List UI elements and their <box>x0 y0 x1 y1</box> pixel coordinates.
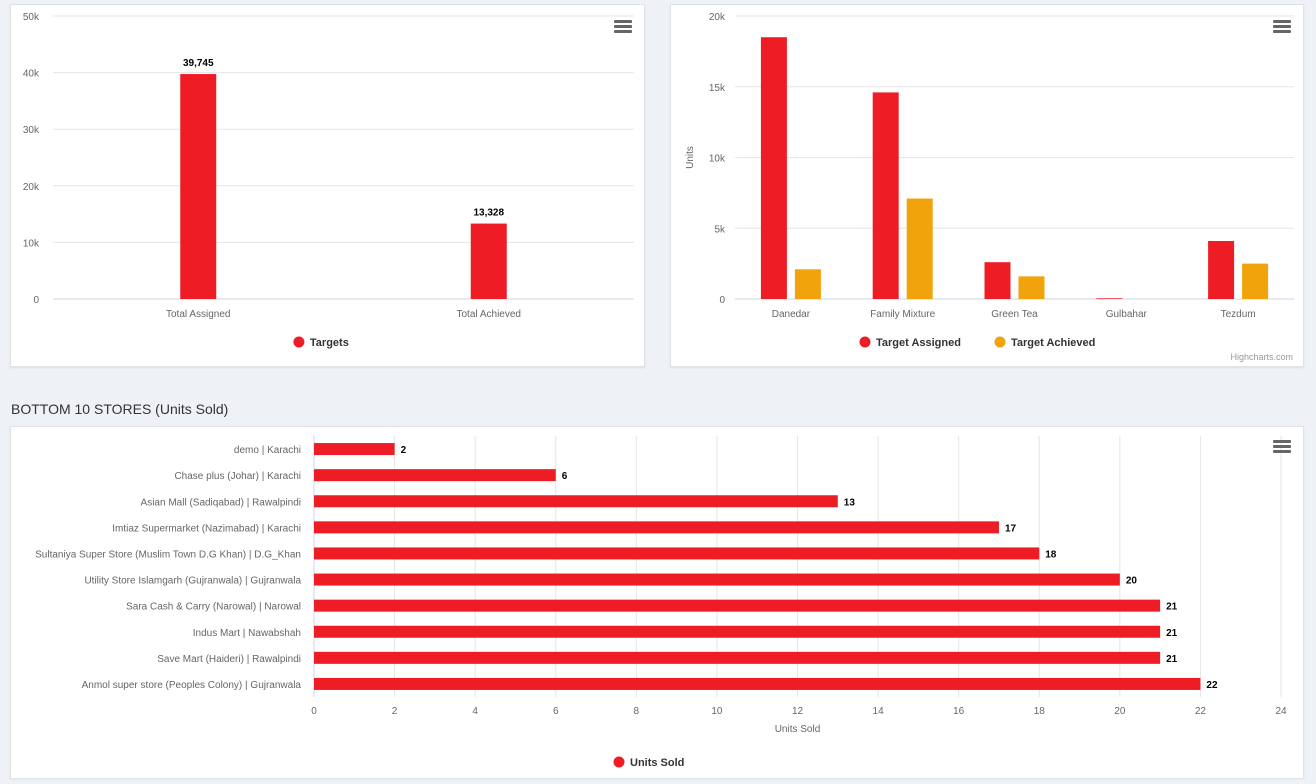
store-label: Indus Mart | Nawabshah <box>193 628 301 639</box>
y-tick-label: 0 <box>719 295 725 306</box>
legend-label: Targets <box>310 337 349 349</box>
x-tick-label: 8 <box>634 706 640 717</box>
bar-target-achieved <box>1018 276 1045 299</box>
bar-total-assigned <box>180 74 217 299</box>
x-tick-label: 4 <box>472 706 478 717</box>
store-label: Sultaniya Super Store (Muslim Town D.G K… <box>35 549 301 560</box>
y-tick-label: 10k <box>23 238 40 249</box>
store-bar <box>314 469 556 482</box>
bar-target-assigned <box>984 262 1011 299</box>
store-bar <box>314 625 1161 638</box>
bar-target-assigned <box>1096 298 1123 299</box>
x-tick-label: Total Achieved <box>457 309 522 320</box>
x-tick-label: Family Mixture <box>870 309 935 320</box>
y-tick-label: 20k <box>23 182 40 193</box>
bar-target-achieved <box>794 269 821 299</box>
x-tick-label: 2 <box>392 706 398 717</box>
legend-marker <box>859 336 871 348</box>
bottom-stores-chart-panel: 0 2 4 6 8 10 12 14 16 18 20 22 24 Units Sold 2 demo | K… <box>10 426 1304 778</box>
x-tick-label: 16 <box>953 706 965 717</box>
x-tick-label: Total Assigned <box>166 309 231 320</box>
y-axis-title: Units <box>685 146 696 169</box>
bar-target-assigned <box>872 92 899 299</box>
x-axis-title: Units Sold <box>775 724 821 735</box>
legend-label: Units Sold <box>630 757 684 769</box>
y-tick-label: 10k <box>709 154 726 165</box>
store-label: Utility Store Islamgarh (Gujranwala) | G… <box>84 576 301 587</box>
bar-target-achieved <box>906 198 933 299</box>
data-label: 13 <box>844 497 856 508</box>
x-tick-label: 14 <box>873 706 885 717</box>
x-tick-label: 12 <box>792 706 804 717</box>
store-bar <box>314 547 1040 560</box>
data-label: 22 <box>1206 680 1218 691</box>
data-label: 21 <box>1166 654 1178 665</box>
data-label: 21 <box>1166 628 1178 639</box>
hamburger-menu-icon[interactable] <box>614 20 632 34</box>
legend-label: Target Assigned <box>876 337 961 349</box>
y-tick-label: 30k <box>23 125 40 136</box>
x-tick-label: 10 <box>711 706 723 717</box>
legend-marker <box>613 756 625 768</box>
store-bar <box>314 651 1161 664</box>
y-tick-label: 20k <box>709 12 726 23</box>
x-tick-label: 6 <box>553 706 559 717</box>
x-tick-label: Gulbahar <box>1106 309 1148 320</box>
y-tick-label: 50k <box>23 12 40 23</box>
store-bar <box>314 677 1201 690</box>
hamburger-menu-icon[interactable] <box>1273 20 1291 34</box>
bar-target-achieved <box>1242 263 1269 299</box>
x-tick-label: Danedar <box>772 309 811 320</box>
store-label: Sara Cash & Carry (Narowal) | Narowal <box>126 602 301 613</box>
store-label: Anmol super store (Peoples Colony) | Guj… <box>82 680 302 691</box>
data-label: 20 <box>1126 576 1138 587</box>
products-chart-panel: 0 5k 10k 15k 20k Units Danedar Family Mixture Gr… <box>670 4 1304 367</box>
bar-target-assigned <box>760 37 787 299</box>
bar-total-achieved <box>470 223 507 299</box>
store-label: Chase plus (Johar) | Karachi <box>174 471 301 482</box>
data-label: 39,745 <box>183 58 214 69</box>
legend-marker <box>994 336 1006 348</box>
x-tick-label: 18 <box>1034 706 1046 717</box>
section-title: BOTTOM 10 STORES (Units Sold) <box>11 401 229 417</box>
data-label: 21 <box>1166 602 1178 613</box>
data-label: 6 <box>562 471 568 482</box>
store-bar <box>314 521 999 534</box>
store-label: Save Mart (Haideri) | Rawalpindi <box>157 654 301 665</box>
x-tick-label: 20 <box>1114 706 1126 717</box>
y-tick-label: 15k <box>709 83 726 94</box>
hamburger-menu-icon[interactable] <box>1273 440 1291 454</box>
data-label: 18 <box>1045 549 1057 560</box>
x-tick-label: 0 <box>311 706 317 717</box>
y-tick-label: 5k <box>714 224 726 235</box>
store-label: Asian Mall (Sadiqabad) | Rawalpindi <box>141 497 301 508</box>
bar-target-assigned <box>1208 240 1235 299</box>
data-label: 13,328 <box>473 208 504 219</box>
x-tick-label: Green Tea <box>991 309 1038 320</box>
x-tick-label: 24 <box>1275 706 1287 717</box>
data-label: 17 <box>1005 523 1017 534</box>
legend-label: Target Achieved <box>1011 337 1095 349</box>
x-tick-label: 22 <box>1195 706 1207 717</box>
targets-chart: 0 10k 20k 30k 40k 50k 39,745 Total Assigned 13,3… <box>23 12 634 349</box>
store-bar <box>314 599 1161 612</box>
data-label: 2 <box>401 445 407 456</box>
y-tick-label: 0 <box>33 295 39 306</box>
store-label: Imtiaz Supermarket (Nazimabad) | Karachi <box>112 523 301 534</box>
store-label: demo | Karachi <box>234 445 301 456</box>
y-tick-label: 40k <box>23 69 40 80</box>
targets-chart-panel: 0 10k 20k 30k 40k 50k 39,745 Total Assigned 13,3… <box>10 4 645 367</box>
products-chart: 0 5k 10k 15k 20k Units Danedar Family Mixture Gr… <box>685 12 1294 349</box>
store-bar <box>314 573 1120 586</box>
store-bar <box>314 495 838 508</box>
store-bar <box>314 443 395 456</box>
legend-marker <box>293 336 305 348</box>
x-tick-label: Tezdum <box>1221 309 1256 320</box>
highcharts-credit[interactable]: Highcharts.com <box>1230 352 1293 362</box>
